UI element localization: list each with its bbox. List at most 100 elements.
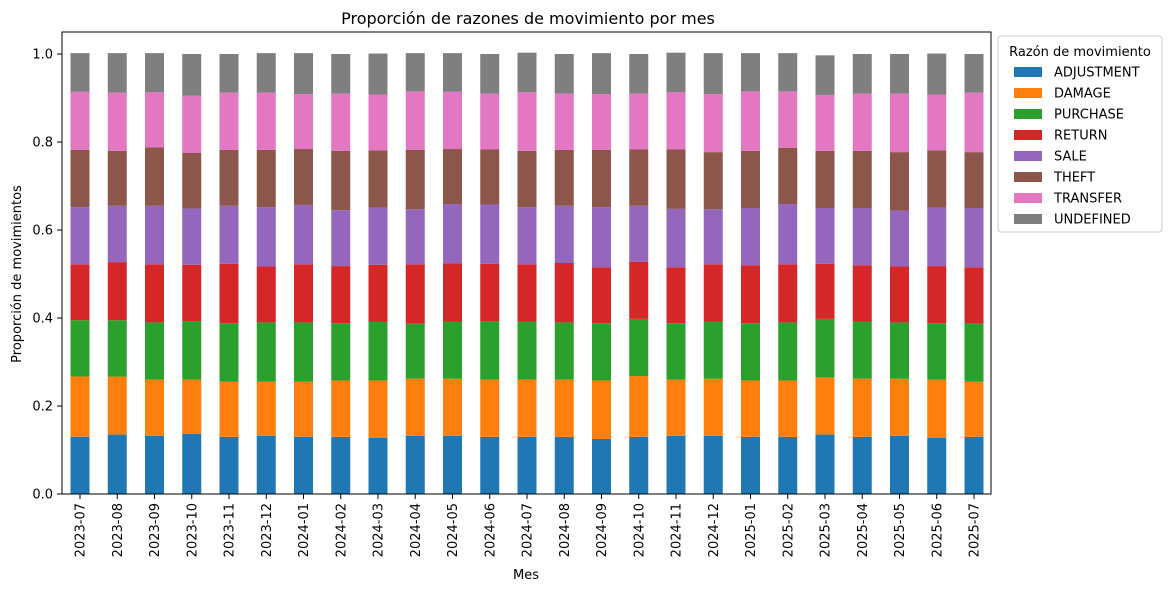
bar-segment xyxy=(815,318,835,378)
bar-segment xyxy=(145,379,164,436)
bar-segment xyxy=(145,53,164,93)
bar-segment xyxy=(405,149,425,210)
x-tick-label: 2024-04 xyxy=(409,503,424,557)
legend-swatch xyxy=(1014,193,1042,203)
bar-segment xyxy=(890,378,909,436)
bar-segment xyxy=(554,436,574,494)
bar-segment xyxy=(592,267,611,324)
bar-segment xyxy=(778,53,798,92)
bar-segment xyxy=(927,94,947,151)
x-tick-label: 2023-08 xyxy=(111,503,126,557)
bar-segment xyxy=(703,152,723,210)
bar-segment xyxy=(182,379,202,434)
bar-segment xyxy=(554,54,574,94)
bar-segment xyxy=(107,376,127,435)
bar-segment xyxy=(368,264,388,322)
bar-segment xyxy=(443,263,462,322)
bar-segment xyxy=(629,149,649,206)
bar-segment xyxy=(256,92,276,150)
bar-segment xyxy=(480,149,500,205)
legend-entry: DAMAGE xyxy=(1054,87,1111,102)
y-axis-label: Proporción de movimientos xyxy=(10,185,25,363)
x-tick-label: 2025-04 xyxy=(856,503,871,557)
bar-segment xyxy=(666,267,686,324)
bar-segment xyxy=(443,53,462,92)
bar-segment xyxy=(294,264,313,323)
bar-segment xyxy=(852,54,872,94)
x-tick-label: 2024-06 xyxy=(483,503,498,557)
bar-segment xyxy=(368,380,388,438)
bar-segment xyxy=(182,433,202,494)
x-axis-label: Mes xyxy=(513,568,539,583)
legend-entry: TRANSFER xyxy=(1053,192,1122,207)
bar-segment xyxy=(964,267,984,324)
bar-segment xyxy=(666,149,686,209)
bar-segment xyxy=(107,92,127,151)
bar-segment xyxy=(517,52,537,93)
legend-entry: THEFT xyxy=(1053,171,1095,186)
legend: Razón de movimiento ADJUSTMENT DAMAGE PURC… xyxy=(997,35,1163,233)
bar-segment xyxy=(629,205,649,262)
bar-segment xyxy=(815,263,835,319)
y-tick-label: 0.6 xyxy=(32,224,53,239)
bar-segment xyxy=(741,91,760,151)
x-tick-label: 2024-10 xyxy=(632,503,647,557)
bar-segment xyxy=(405,209,425,265)
x-tick-label: 2025-02 xyxy=(781,503,796,557)
bar-segment xyxy=(741,323,760,381)
bar-segment xyxy=(815,55,835,95)
bar-segment xyxy=(182,208,202,265)
bar-segment xyxy=(852,378,872,437)
bar-segment xyxy=(703,378,723,436)
bar-segment xyxy=(256,435,276,494)
x-tick-label: 2024-08 xyxy=(558,503,573,557)
bar-segment xyxy=(70,91,90,150)
bar-segment xyxy=(778,147,798,205)
x-tick-label: 2023-07 xyxy=(74,503,89,557)
bar-segment xyxy=(480,54,500,94)
legend-swatch xyxy=(1014,151,1042,161)
x-tick-label: 2024-12 xyxy=(707,503,722,557)
legend-entry: UNDEFINED xyxy=(1054,213,1131,228)
bar-segment xyxy=(815,94,835,151)
bar-segment xyxy=(741,380,760,437)
bar-segment xyxy=(778,380,798,437)
bar-segment xyxy=(443,435,462,494)
bar-segment xyxy=(294,381,313,437)
bar-segment xyxy=(480,379,500,437)
legend-swatch xyxy=(1014,109,1042,119)
bar-segment xyxy=(145,92,164,148)
bar-segment xyxy=(219,205,239,264)
bar-segment xyxy=(703,264,723,322)
bar-segment xyxy=(815,150,835,208)
x-tick-label: 2023-10 xyxy=(185,503,200,557)
bar-segment xyxy=(294,322,313,382)
bar-segment xyxy=(145,205,164,265)
bar-segment xyxy=(182,54,202,96)
x-tick-label: 2025-05 xyxy=(893,503,908,557)
x-tick-label: 2025-07 xyxy=(968,503,983,557)
x-tick-label: 2024-01 xyxy=(297,503,312,557)
bar-segment xyxy=(815,434,835,494)
legend-swatch xyxy=(1014,214,1042,224)
bar-segment xyxy=(778,264,798,323)
bar-segment xyxy=(592,53,611,95)
legend-title: Razón de movimiento xyxy=(1009,45,1151,60)
bar-segment xyxy=(405,91,425,150)
bar-segment xyxy=(703,209,723,265)
bar-segment xyxy=(964,381,984,437)
bar-segment xyxy=(70,207,90,265)
bar-segment xyxy=(592,380,611,439)
bar-segment xyxy=(778,436,798,494)
bar-segment xyxy=(666,52,686,93)
bar-segment xyxy=(368,437,388,494)
bar-segment xyxy=(927,437,947,494)
bar-segment xyxy=(368,150,388,208)
bar-segment xyxy=(890,54,909,94)
legend-items: ADJUSTMENT DAMAGE PURCHASE RETURN SALE THEFT T… xyxy=(1014,66,1140,228)
y-axis: 0.0 0.2 0.4 0.6 0.8 1.0 xyxy=(32,48,62,503)
bar-segment xyxy=(480,93,500,150)
bar-segment xyxy=(964,208,984,268)
bar-segment xyxy=(666,323,686,380)
